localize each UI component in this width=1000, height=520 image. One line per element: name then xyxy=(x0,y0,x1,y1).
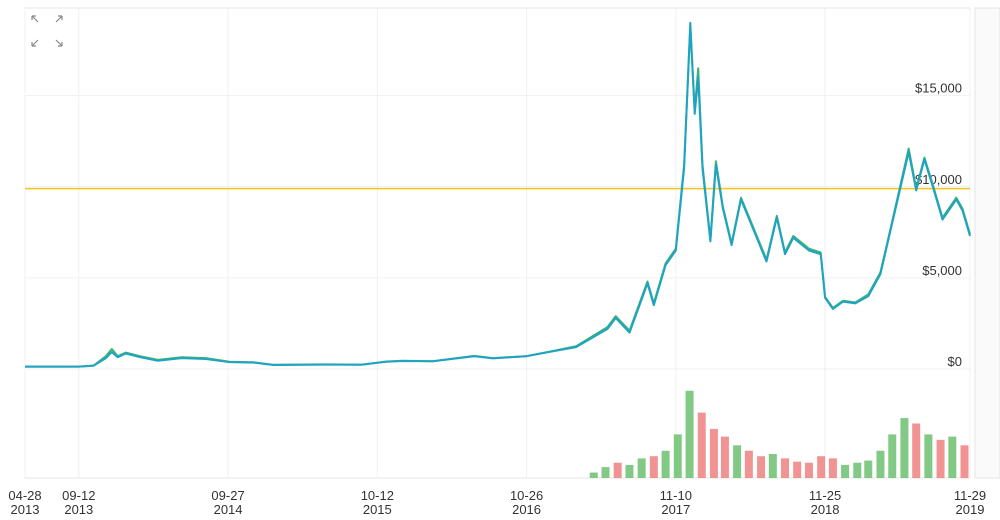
x-tick-label: 2013 xyxy=(64,502,93,515)
y-tick-label: $5,000 xyxy=(922,263,962,278)
x-tick-label: 11-10 xyxy=(660,488,692,503)
plot-frame xyxy=(24,7,971,479)
volume-bar xyxy=(841,464,850,478)
volume-bar xyxy=(876,450,885,478)
x-tick-label: 2015 xyxy=(363,502,392,515)
x-tick-label: 2016 xyxy=(512,502,541,515)
volume-bar xyxy=(768,454,777,478)
y-tick-label: $10,000 xyxy=(915,172,962,187)
volume-bar xyxy=(828,458,837,478)
volume-bar xyxy=(900,418,909,478)
x-tick-label: 2018 xyxy=(811,502,840,515)
x-tick-label: 2017 xyxy=(661,502,690,515)
volume-bar xyxy=(924,434,933,478)
volume-bar xyxy=(589,472,598,478)
volume-bar xyxy=(948,436,957,478)
volume-bar xyxy=(637,458,646,478)
volume-bar xyxy=(793,461,802,478)
volume-bar xyxy=(601,467,610,478)
volume-bar xyxy=(697,412,706,478)
y-tick-label: $15,000 xyxy=(915,81,962,96)
x-tick-label: 10-26 xyxy=(510,488,543,503)
volume-bar xyxy=(888,434,897,478)
x-tick-label: 09-12 xyxy=(62,488,95,503)
x-tick-label: 09-27 xyxy=(211,488,244,503)
volume-bar xyxy=(649,456,658,478)
x-tick-label: 2013 xyxy=(11,502,40,515)
volume-bar xyxy=(709,428,718,478)
volume-bar xyxy=(757,456,766,478)
volume-bar xyxy=(817,456,826,478)
volume-bar xyxy=(864,460,873,478)
side-panel xyxy=(974,7,1000,479)
x-tick-label: 11-29 xyxy=(954,488,986,503)
x-tick-label: 11-25 xyxy=(809,488,841,503)
volume-bar xyxy=(613,462,622,478)
volume-bar xyxy=(733,445,742,478)
y-tick-label: $0 xyxy=(948,354,962,369)
volume-bar xyxy=(936,439,945,478)
x-tick-label: 2014 xyxy=(214,502,243,515)
price-line xyxy=(25,21,971,368)
volume-bar xyxy=(781,458,790,478)
expand-icon[interactable] xyxy=(31,15,63,47)
volume-bar xyxy=(744,450,753,478)
volume-bar xyxy=(673,434,682,478)
volume-bar xyxy=(912,423,921,478)
volume-bar xyxy=(685,390,694,478)
volume-bar xyxy=(960,445,969,478)
x-tick-label: 2019 xyxy=(956,502,985,515)
volume-bar xyxy=(661,450,670,478)
volume-bar xyxy=(720,436,729,478)
volume-bar xyxy=(853,462,862,478)
volume-bar xyxy=(625,464,634,478)
x-tick-label: 10-12 xyxy=(361,488,394,503)
x-tick-label: 04-28 xyxy=(8,488,41,503)
volume-bar xyxy=(804,462,813,478)
